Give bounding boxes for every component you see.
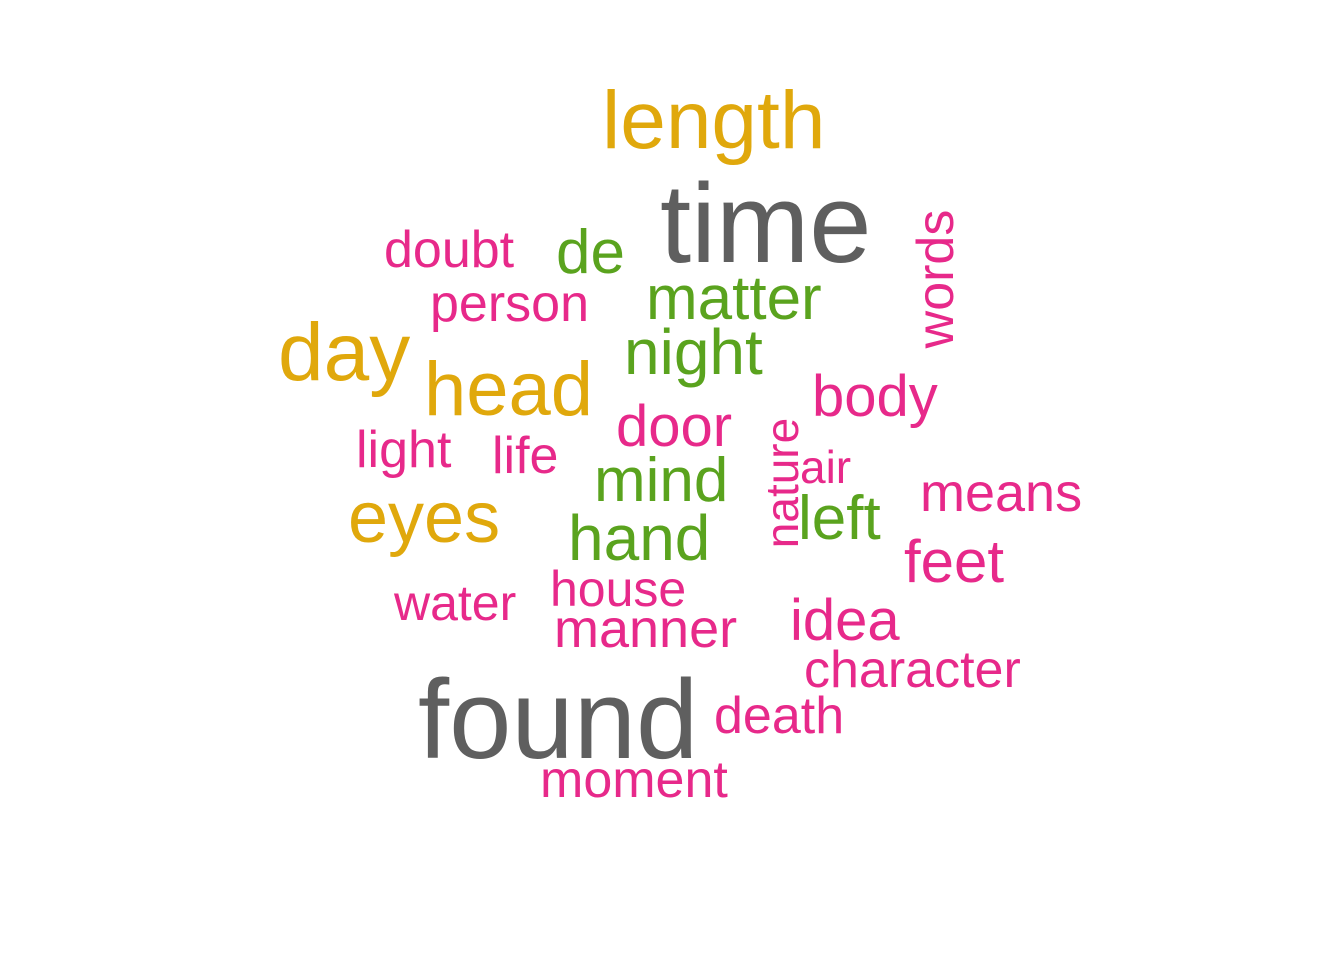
word-air: air (800, 441, 852, 493)
word-death: death (714, 687, 845, 745)
word-length: length (602, 75, 826, 166)
word-door: door (616, 394, 733, 459)
word-words: words (907, 209, 965, 349)
word-person: person (430, 275, 589, 333)
word-feet: feet (904, 528, 1005, 595)
word-hand: hand (568, 502, 711, 574)
word-water: water (394, 575, 517, 631)
word-de: de (556, 218, 625, 287)
word-idea: idea (790, 588, 900, 653)
word-head: head (424, 347, 594, 432)
word-moment: moment (540, 751, 728, 809)
word-night: night (624, 316, 763, 388)
word-eyes: eyes (348, 478, 501, 558)
word-matter: matter (646, 264, 822, 333)
word-time: time (660, 161, 872, 286)
word-body: body (812, 364, 938, 429)
word-doubt: doubt (384, 221, 515, 279)
word-light: light (356, 421, 452, 479)
word-mind: mind (594, 446, 729, 515)
word-manner: manner (554, 599, 738, 659)
word-nature: nature (756, 417, 808, 549)
word-house: house (550, 561, 687, 617)
word-day: day (278, 307, 411, 398)
word-means: means (920, 463, 1083, 523)
word-character: character (804, 641, 1021, 699)
word-life: life (492, 427, 559, 485)
word-found: found (418, 657, 699, 782)
word-left: left (798, 484, 881, 553)
